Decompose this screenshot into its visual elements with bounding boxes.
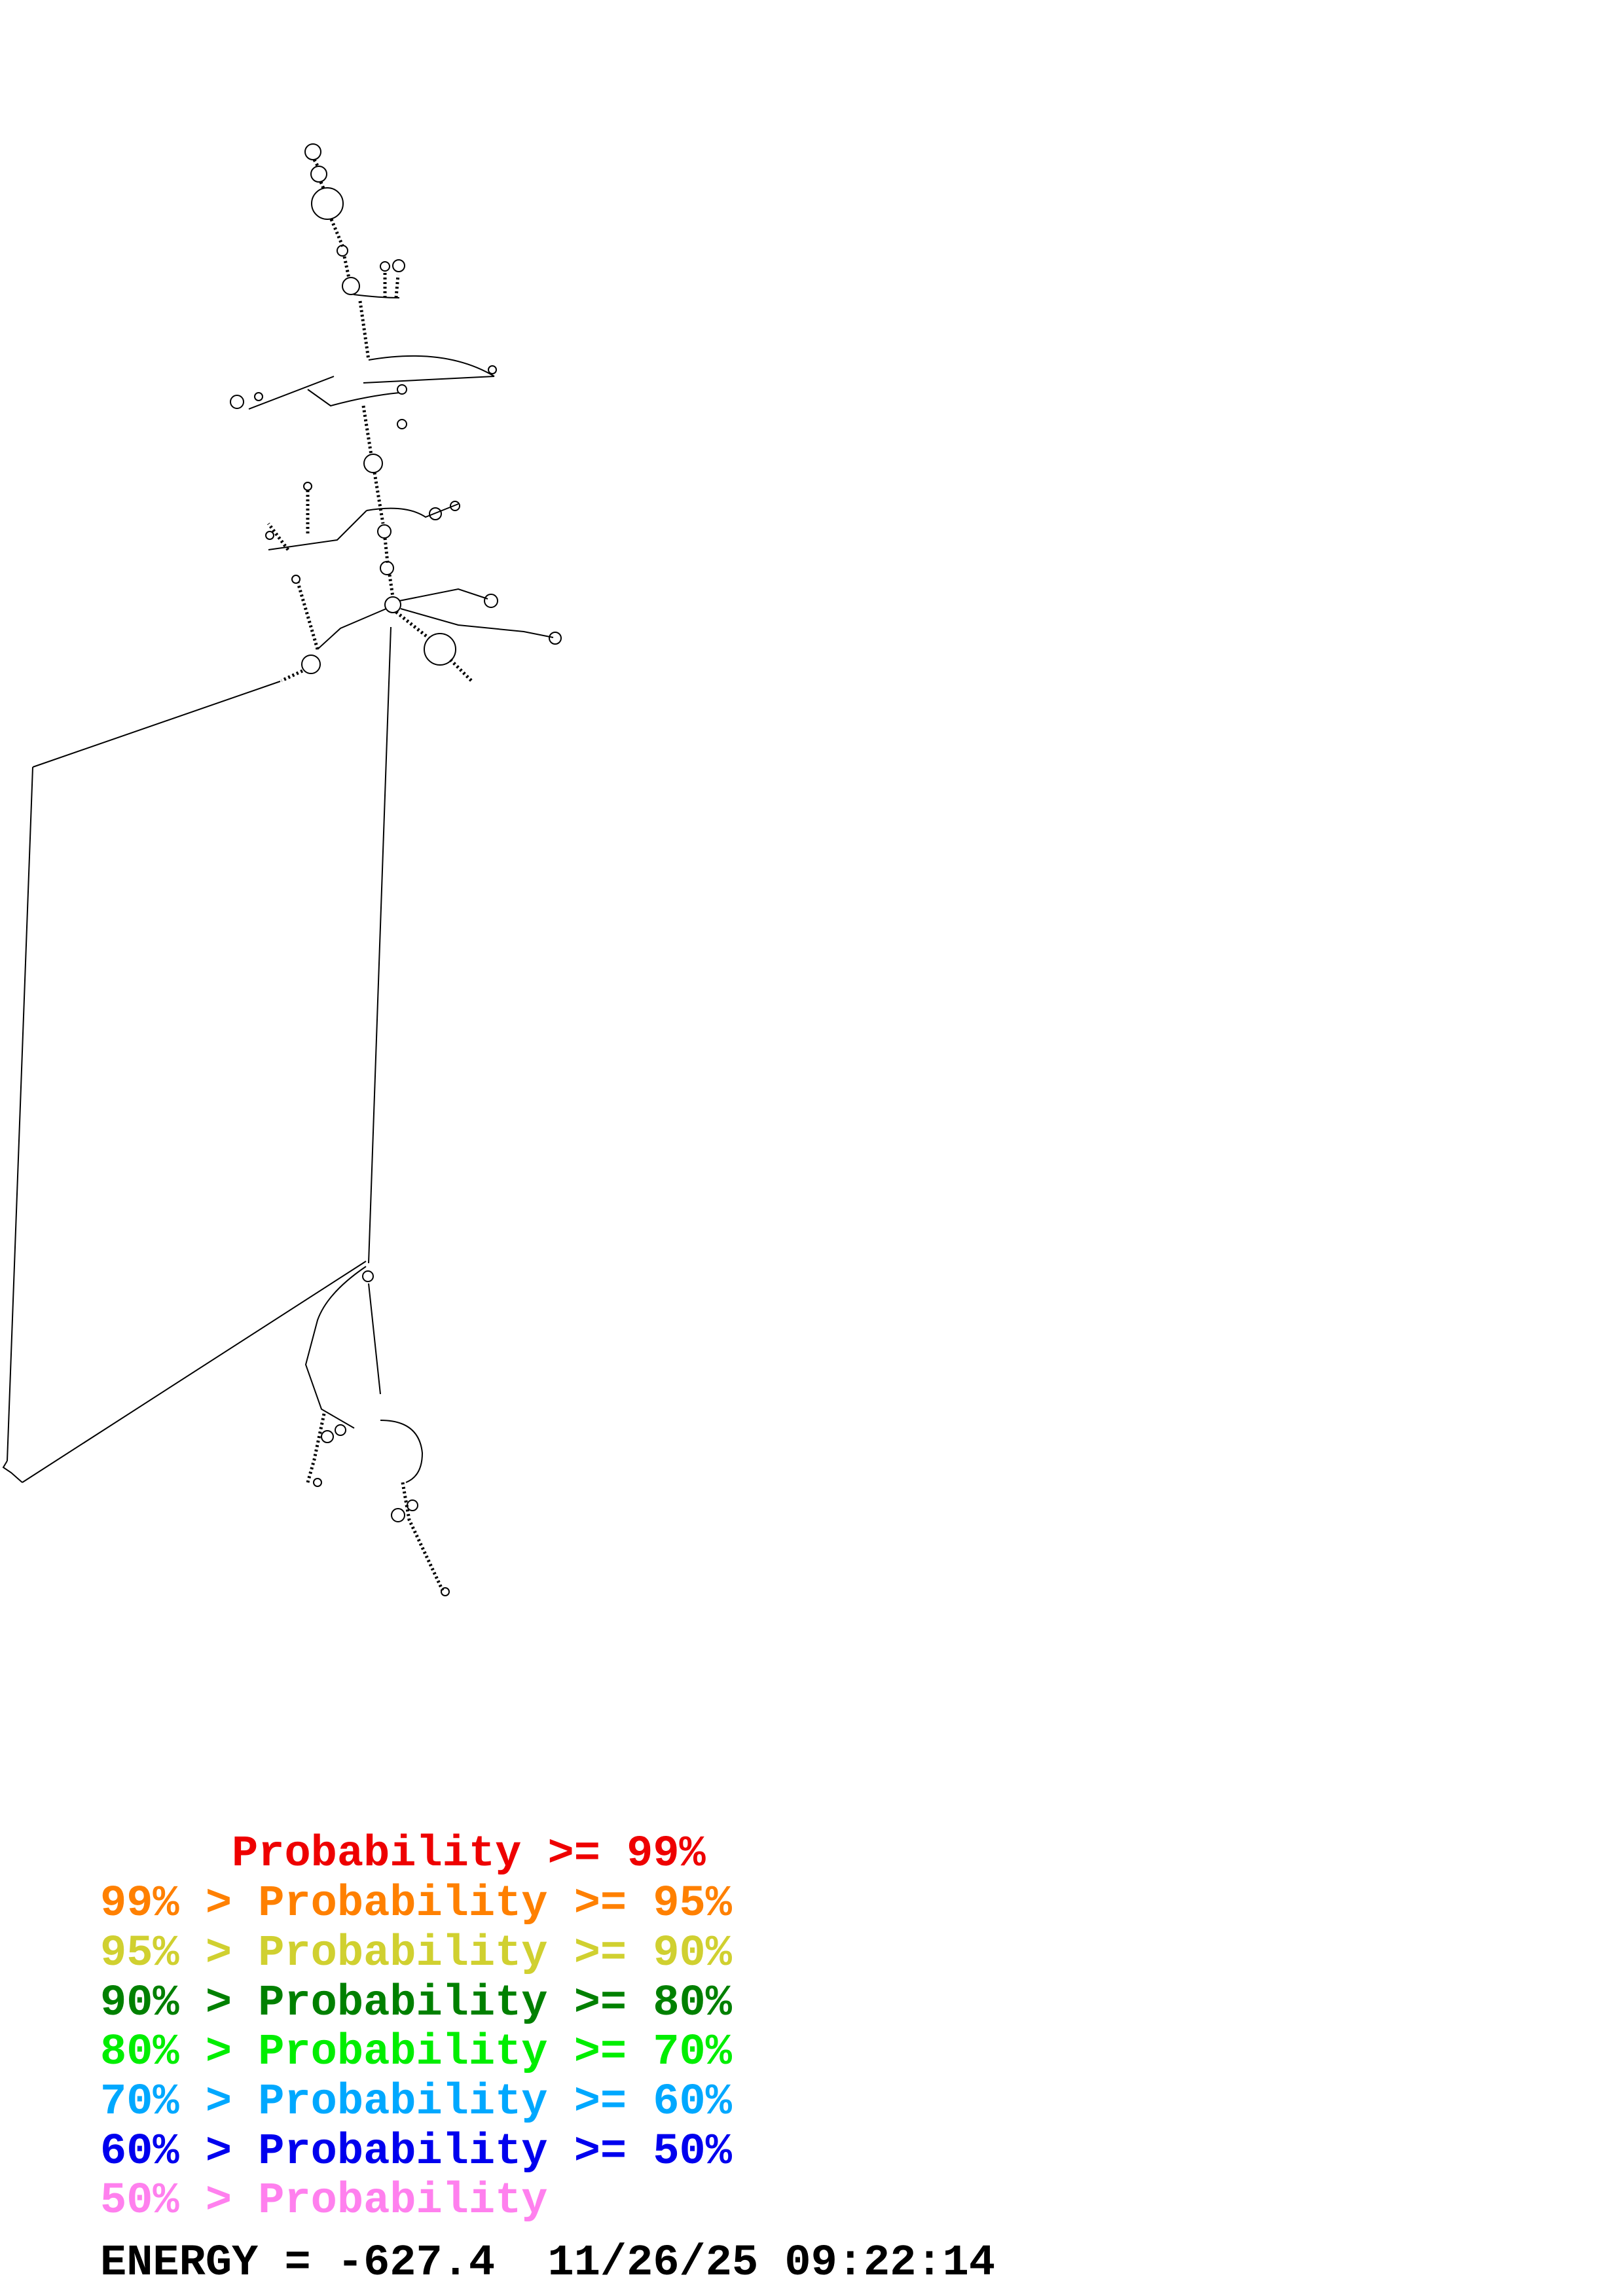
hairpin-loop — [265, 531, 274, 540]
legend-row-99: Probability >= 99% — [100, 1829, 706, 1879]
hairpin-loop — [313, 1478, 322, 1487]
internal-loop — [337, 245, 348, 257]
helix — [388, 574, 395, 598]
internal-loop — [301, 655, 321, 674]
long-arc — [368, 355, 495, 377]
helix — [280, 669, 304, 683]
helix — [312, 158, 320, 168]
internal-loop — [342, 277, 360, 295]
hairpin-loop — [397, 384, 407, 395]
hairpin-loop — [392, 259, 405, 272]
hairpin-loop — [230, 395, 244, 409]
backbone-left-diagonal-top — [32, 681, 281, 768]
backbone-bottom-diagonal — [22, 1261, 367, 1483]
backbone-long-lines — [2, 626, 392, 1483]
hairpin-loop — [303, 482, 312, 491]
helix — [306, 1413, 326, 1483]
multi-loop — [384, 596, 401, 613]
internal-loop — [377, 524, 392, 539]
helix — [394, 274, 400, 298]
internal-loop — [321, 1430, 334, 1443]
backbone — [368, 1283, 381, 1395]
hairpin-loop — [429, 507, 442, 520]
hairpin-loop — [488, 365, 497, 374]
hairpin-loop — [291, 575, 301, 584]
branch — [248, 376, 335, 410]
branch — [366, 503, 459, 518]
helix — [449, 658, 473, 682]
legend-row-below-50: 50% > Probability — [100, 2176, 548, 2226]
helix — [329, 219, 346, 249]
internal-loop — [310, 166, 327, 183]
helix — [319, 181, 326, 190]
hairpin-loop — [397, 419, 407, 429]
helix — [361, 405, 373, 456]
backbone-left-vertical — [7, 766, 33, 1462]
large-loop-arc — [304, 1266, 367, 1429]
internal-loop — [363, 454, 383, 473]
helix — [267, 522, 289, 551]
upper-domain — [230, 143, 562, 683]
long-arc — [363, 376, 495, 384]
branch — [317, 608, 387, 650]
terminal-loop-bottom-left — [2, 1460, 23, 1483]
lower-domain — [304, 1266, 450, 1596]
legend-row-95: 99% > Probability >= 95% — [100, 1879, 732, 1929]
helix — [373, 472, 385, 524]
hairpin-loop — [304, 143, 321, 160]
branch — [307, 389, 400, 407]
helix — [383, 537, 390, 564]
internal-loop — [407, 1499, 418, 1511]
hairpin-loop — [450, 501, 460, 511]
multi-loop — [424, 633, 456, 666]
helix — [342, 256, 351, 279]
helix — [401, 1482, 445, 1592]
branch — [400, 608, 554, 638]
branch — [399, 588, 488, 601]
energy-timestamp: ENERGY = -627.4 11/26/25 09:22:14 — [100, 2238, 996, 2288]
legend-row-60: 70% > Probability >= 60% — [100, 2077, 732, 2127]
multi-loop-arc — [380, 1420, 424, 1483]
backbone-center-vertical — [368, 626, 392, 1264]
branch — [268, 510, 367, 550]
helix — [358, 300, 371, 361]
hairpin-loop — [549, 632, 562, 645]
internal-loop — [335, 1424, 346, 1436]
legend-row-90: 95% > Probability >= 90% — [100, 1929, 732, 1979]
hairpin-loop — [441, 1587, 450, 1596]
hairpin-loop — [380, 261, 390, 272]
helix — [296, 582, 319, 650]
legend-row-70: 80% > Probability >= 70% — [100, 2028, 732, 2077]
hairpin-loop — [362, 1270, 374, 1282]
multi-loop — [311, 187, 344, 220]
hairpin-loop — [254, 392, 263, 401]
legend-row-80: 90% > Probability >= 80% — [100, 1979, 732, 2028]
internal-loop — [380, 561, 394, 575]
legend-row-50: 60% > Probability >= 50% — [100, 2127, 732, 2177]
internal-loop — [391, 1508, 405, 1522]
hairpin-loop — [484, 594, 498, 608]
junction — [353, 294, 400, 298]
